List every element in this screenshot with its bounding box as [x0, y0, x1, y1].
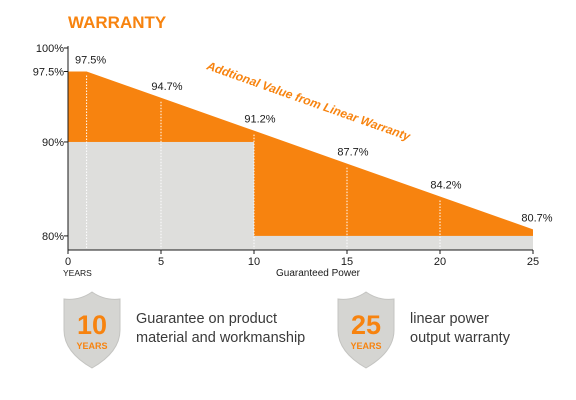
x-tick-label: 20 [434, 256, 446, 268]
y-tick-label: 97.5% [33, 66, 64, 78]
badge-number: 25 [351, 310, 381, 340]
shield-icon: 25 YEARS [337, 291, 395, 369]
y-tick-label: 90% [42, 137, 64, 149]
y-tick-label: 80% [42, 231, 64, 243]
shield-icon: 10 YEARS [63, 291, 121, 369]
badge-number: 10 [77, 310, 107, 340]
badge-row: 10 YEARS Guarantee on product material a… [0, 290, 576, 380]
data-label: 80.7% [521, 212, 552, 224]
x-tick-label: 15 [341, 256, 353, 268]
y-tick-label: 100% [36, 43, 64, 55]
data-label: 97.5% [75, 54, 106, 66]
data-label: 91.2% [244, 114, 275, 126]
x-tick-label: 10 [248, 256, 260, 268]
warranty-badge-25: 25 YEARS [334, 290, 398, 375]
x-tick-label: 0 [65, 256, 71, 268]
badge-unit: YEARS [350, 341, 381, 351]
chart-title: WARRANTY [68, 13, 167, 32]
badge-description: Guarantee on product material and workma… [136, 310, 305, 348]
data-label: 87.7% [337, 147, 368, 159]
badge-description-line1: linear power [410, 311, 489, 327]
x-tick-label: 5 [158, 256, 164, 268]
x-unit-label: YEARS [63, 268, 92, 278]
x-axis-label: Guaranteed Power [276, 268, 361, 279]
badge-unit: YEARS [76, 341, 107, 351]
data-label: 94.7% [151, 81, 182, 93]
warranty-badge-10: 10 YEARS [60, 290, 124, 375]
x-tick-label: 25 [527, 256, 539, 268]
badge-description-line1: Guarantee on product [136, 311, 278, 327]
data-label: 84.2% [430, 179, 461, 191]
badge-description-line2: material and workmanship [136, 330, 306, 346]
badge-description: linear power output warranty [410, 310, 510, 348]
badge-description-line2: output warranty [410, 330, 510, 346]
step-warranty-block-2 [254, 235, 533, 250]
